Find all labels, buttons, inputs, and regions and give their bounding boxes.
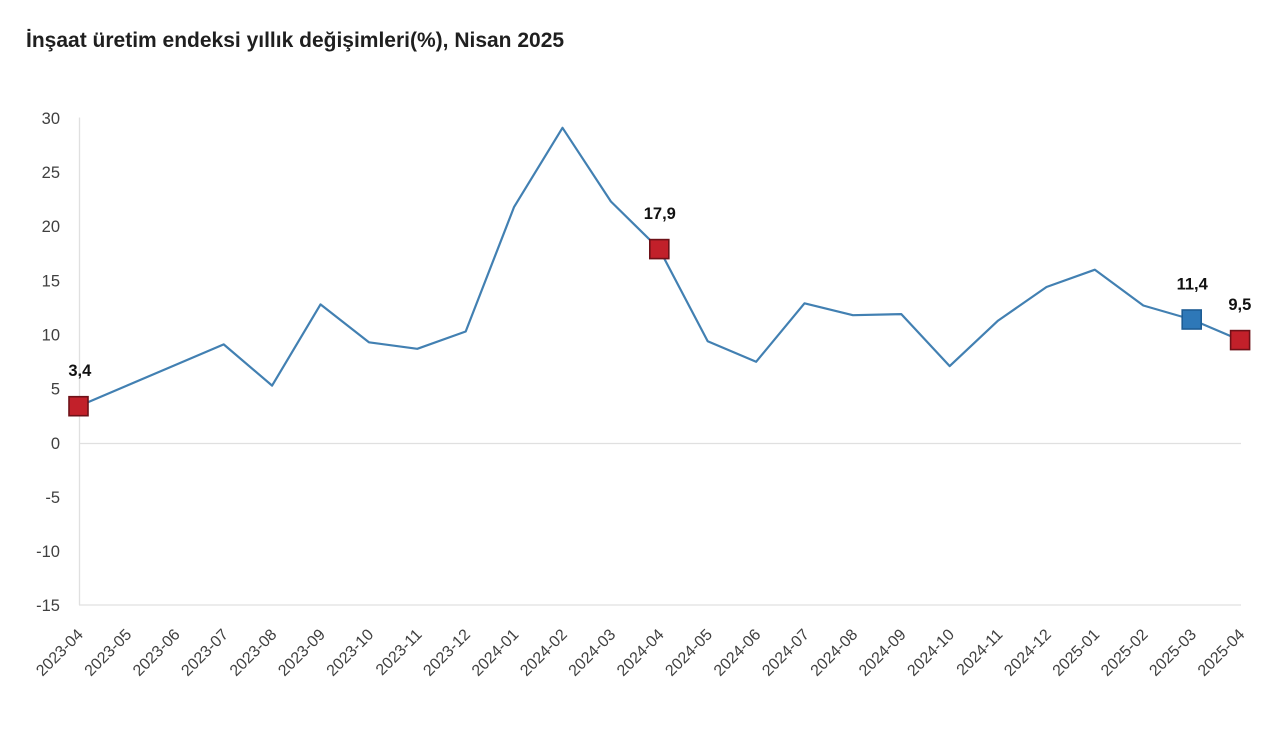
svg-text:İnşaat üretim endeksi yıllık d: İnşaat üretim endeksi yıllık değişimleri…	[26, 29, 564, 52]
svg-text:-15: -15	[36, 597, 60, 615]
svg-text:17,9: 17,9	[644, 205, 676, 223]
svg-text:25: 25	[42, 164, 60, 182]
svg-text:20: 20	[42, 218, 60, 236]
svg-text:-10: -10	[36, 543, 60, 561]
svg-text:3,4: 3,4	[68, 362, 92, 380]
svg-text:30: 30	[42, 110, 60, 128]
svg-text:11,4: 11,4	[1177, 276, 1209, 294]
svg-text:0: 0	[51, 435, 60, 453]
svg-text:10: 10	[42, 327, 60, 345]
svg-text:5: 5	[51, 381, 60, 399]
svg-text:15: 15	[42, 272, 60, 290]
svg-text:-5: -5	[45, 489, 60, 507]
svg-text:9,5: 9,5	[1228, 296, 1251, 314]
